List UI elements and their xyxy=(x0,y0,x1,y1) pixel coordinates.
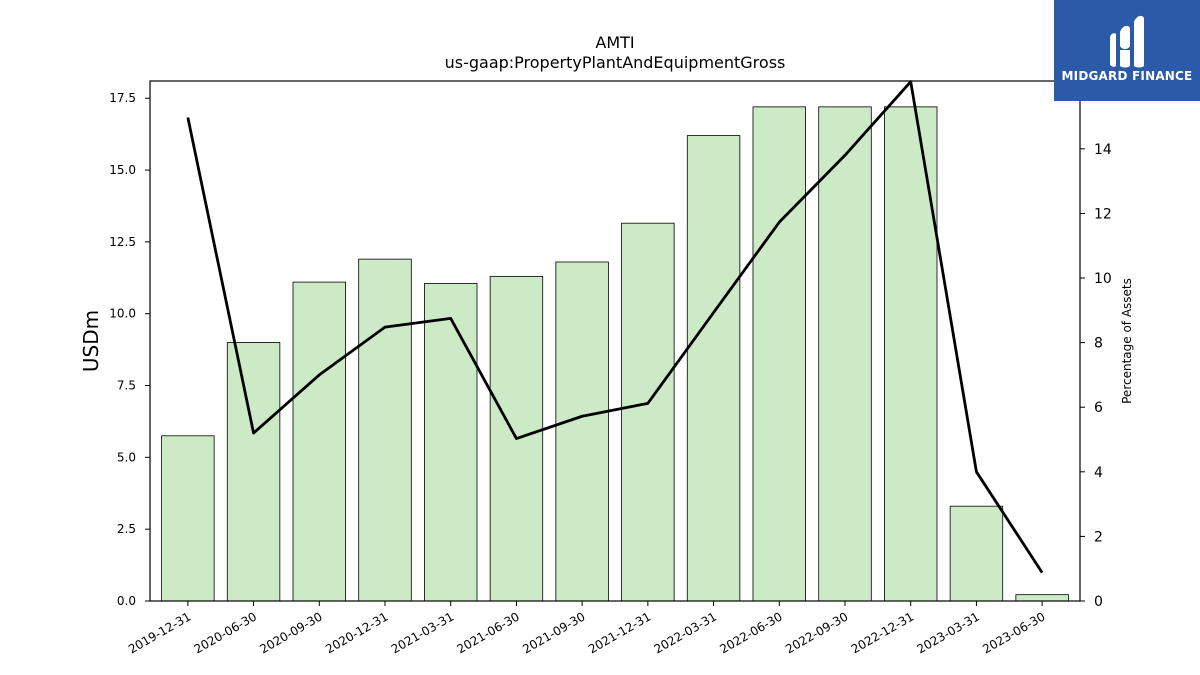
bar-2019-12-31 xyxy=(161,435,215,602)
y-tick-label: 10.0 xyxy=(109,307,136,321)
y-tick-label: 0.0 xyxy=(117,594,136,608)
y2-tick-label: 8 xyxy=(1094,336,1103,352)
x-tick-label: 2022-06-30 xyxy=(717,609,784,656)
x-tick-label: 2023-03-31 xyxy=(915,609,982,656)
x-tick-label: 2021-09-30 xyxy=(520,609,587,656)
bar-2022-06-30 xyxy=(752,106,806,602)
x-tick-label: 2022-03-31 xyxy=(652,609,719,656)
bar-2021-09-30 xyxy=(555,261,609,602)
x-tick-label: 2023-06-30 xyxy=(980,609,1047,656)
bar-2020-09-30 xyxy=(292,281,346,602)
bar-2023-06-30 xyxy=(1015,594,1069,602)
x-tick-label: 2020-06-30 xyxy=(192,609,259,656)
y-axis-label-right: Percentage of Assets xyxy=(1120,278,1134,404)
x-tick-label: 2022-12-31 xyxy=(849,609,916,656)
x-tick-label: 2021-06-30 xyxy=(455,609,522,656)
y-axis-label-left: USDm xyxy=(79,310,103,372)
x-tick-label: 2021-12-31 xyxy=(586,609,653,656)
x-tick-label: 2021-03-31 xyxy=(389,609,456,656)
y2-tick-label: 14 xyxy=(1094,142,1112,158)
chart-subtitle: us-gaap:PropertyPlantAndEquipmentGross xyxy=(445,53,786,72)
x-tick-label: 2022-09-30 xyxy=(783,609,850,656)
y2-tick-label: 10 xyxy=(1094,271,1112,287)
y-tick-label: 7.5 xyxy=(117,379,136,393)
bar-series xyxy=(161,106,1069,602)
y2-tick-label: 12 xyxy=(1094,206,1112,222)
y2-tick-label: 6 xyxy=(1094,400,1103,416)
y-tick-label: 5.0 xyxy=(117,450,136,464)
percentage-line xyxy=(186,80,1044,574)
bar-2022-03-31 xyxy=(686,135,741,602)
logo-mark-icon xyxy=(1110,15,1144,68)
y-tick-label: 12.5 xyxy=(109,235,136,249)
y-tick-label: 15.0 xyxy=(109,163,136,177)
chart-title: AMTI xyxy=(595,33,634,52)
x-tick-label: 2020-12-31 xyxy=(323,609,390,656)
bar-2021-03-31 xyxy=(424,283,478,602)
bar-2022-12-31 xyxy=(884,106,938,602)
bar-2023-03-31 xyxy=(949,505,1004,602)
midgard-finance-logo: MIDGARD FINANCE xyxy=(1054,0,1200,101)
y2-tick-label: 0 xyxy=(1094,594,1103,610)
bar-2021-12-31 xyxy=(621,222,675,602)
x-axis: 2019-12-312020-06-302020-09-302020-12-31… xyxy=(126,601,1048,656)
y-axis-left: 0.0 2.5 5.0 7.5 10.0 12.5 15.0 17.5 xyxy=(109,91,150,608)
y-tick-label: 2.5 xyxy=(117,522,136,536)
x-tick-label: 2020-09-30 xyxy=(257,609,324,656)
plot-frame xyxy=(149,80,1081,602)
bar-2020-06-30 xyxy=(226,342,281,602)
y2-tick-label: 2 xyxy=(1094,529,1103,545)
bar-2020-12-31 xyxy=(358,258,412,602)
y-tick-label: 17.5 xyxy=(109,91,136,105)
bar-2022-09-30 xyxy=(818,106,872,602)
logo-text: MIDGARD FINANCE xyxy=(1061,69,1193,83)
y-axis-right: 0246810121416 xyxy=(1080,77,1112,610)
y2-tick-label: 4 xyxy=(1094,465,1103,481)
x-tick-label: 2019-12-31 xyxy=(126,609,193,656)
